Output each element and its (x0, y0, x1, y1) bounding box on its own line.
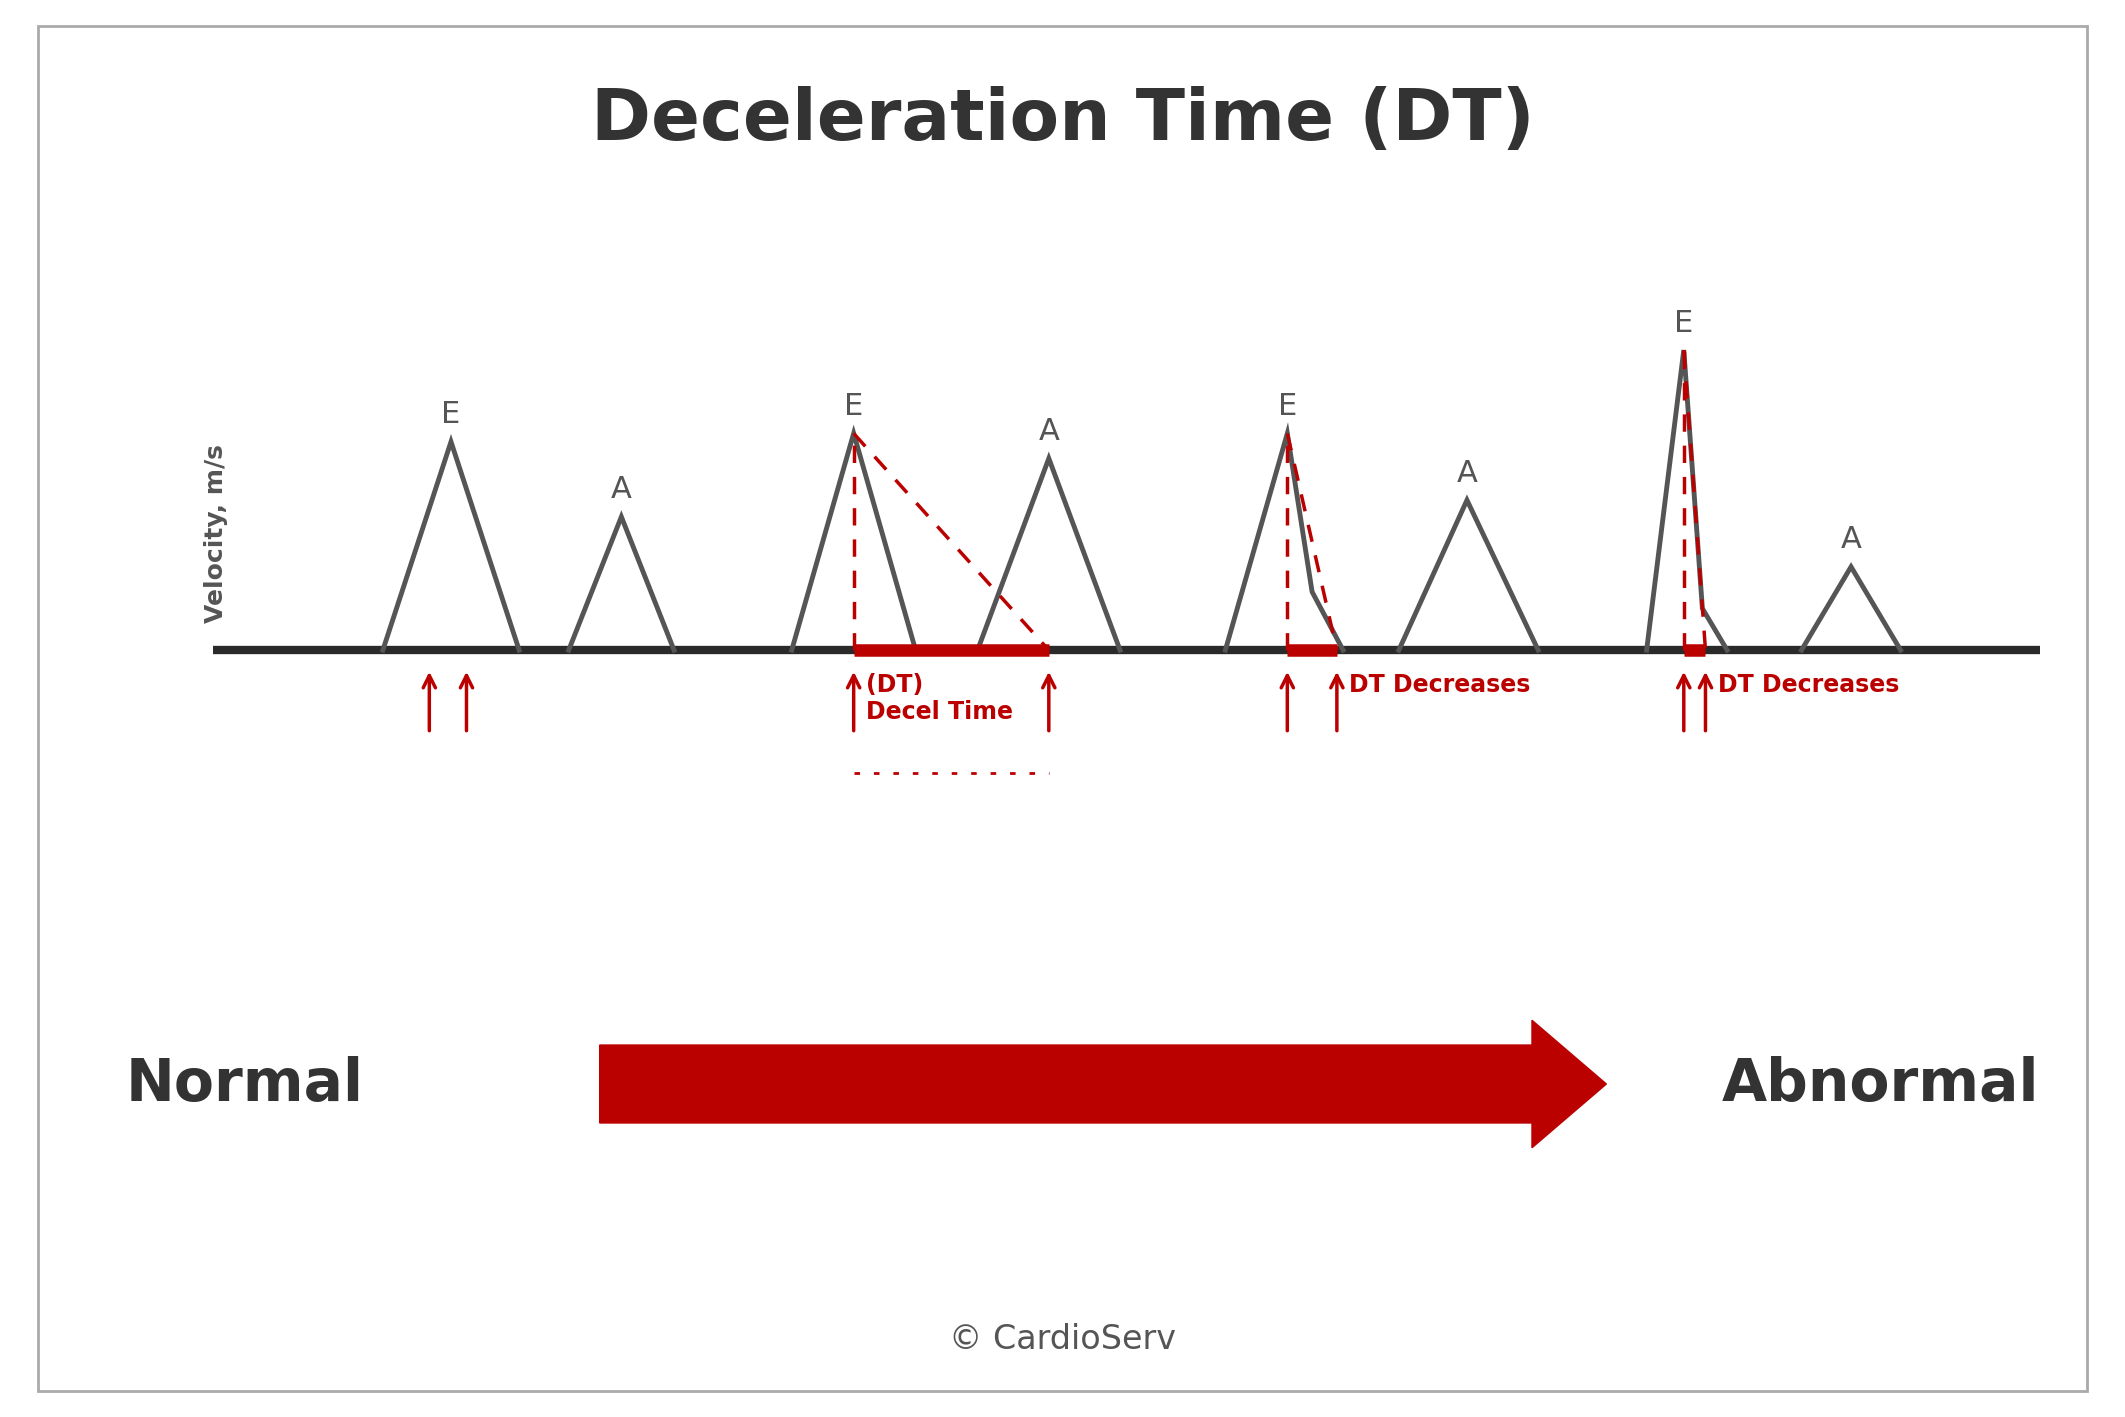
Text: Normal: Normal (125, 1056, 363, 1112)
Text: Decel Time: Decel Time (867, 700, 1014, 724)
Text: A: A (1456, 459, 1477, 487)
Text: DT Decreases: DT Decreases (1349, 673, 1530, 697)
Text: E: E (1277, 393, 1296, 421)
Text: DT Decreases: DT Decreases (1717, 673, 1900, 697)
Text: E: E (1674, 309, 1694, 337)
Text: Velocity, m/s: Velocity, m/s (204, 444, 227, 623)
Text: E: E (442, 400, 461, 429)
Text: © CardioServ: © CardioServ (950, 1322, 1175, 1356)
Text: A: A (1039, 417, 1058, 446)
Text: A: A (610, 475, 631, 504)
Text: A: A (1840, 526, 1862, 554)
Text: Abnormal: Abnormal (1721, 1056, 2040, 1112)
Text: Deceleration Time (DT): Deceleration Time (DT) (591, 86, 1534, 154)
Text: (DT): (DT) (867, 673, 924, 697)
Text: E: E (844, 393, 863, 421)
